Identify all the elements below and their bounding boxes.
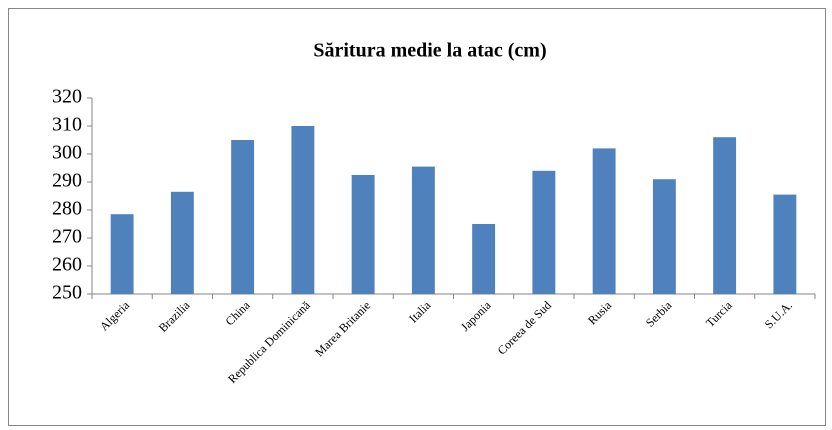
bar bbox=[773, 194, 797, 294]
y-tick-label: 260 bbox=[52, 254, 82, 276]
bar bbox=[411, 166, 435, 294]
y-tick-label: 290 bbox=[52, 170, 82, 192]
y-tick-label: 300 bbox=[52, 142, 82, 164]
bar bbox=[713, 137, 737, 294]
bar bbox=[532, 170, 556, 294]
bar bbox=[291, 126, 315, 294]
bar bbox=[110, 214, 134, 294]
chart-title: Săritura medie la atac (cm) bbox=[313, 40, 546, 62]
y-tick-label: 270 bbox=[52, 226, 82, 248]
y-tick-label: 250 bbox=[52, 282, 82, 304]
bar bbox=[592, 148, 616, 294]
y-tick-label: 310 bbox=[52, 114, 82, 136]
y-tick-label: 320 bbox=[52, 86, 82, 108]
bar bbox=[472, 224, 496, 294]
y-tick-label: 280 bbox=[52, 198, 82, 220]
bar bbox=[652, 179, 676, 294]
bar bbox=[170, 191, 194, 294]
bar bbox=[351, 175, 375, 294]
bar bbox=[231, 140, 255, 294]
